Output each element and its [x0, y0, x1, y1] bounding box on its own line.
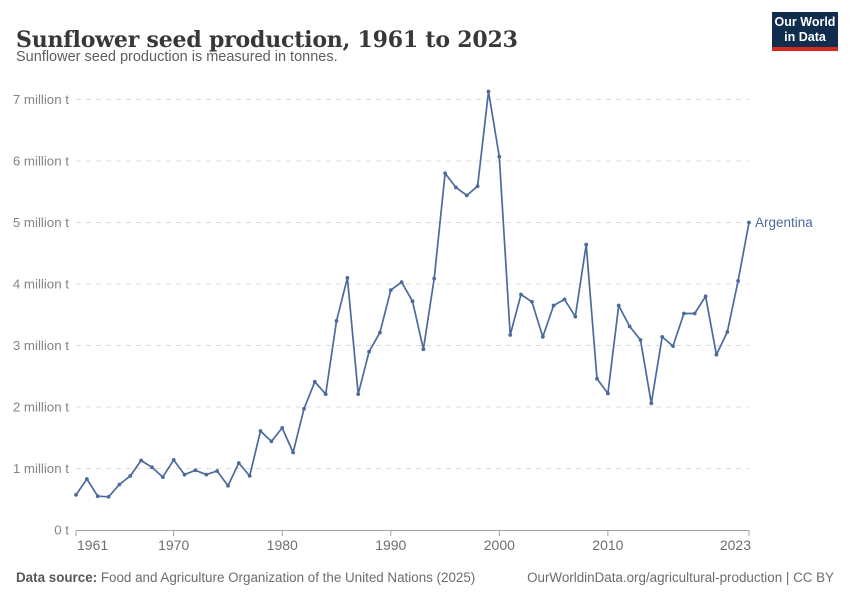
data-point[interactable] [627, 324, 632, 329]
data-point[interactable] [334, 319, 339, 323]
y-tick-label: 4 million t [13, 277, 69, 292]
data-point[interactable] [182, 472, 187, 477]
x-tick-label: 1990 [375, 537, 406, 553]
data-source-note: Data source: Food and Agriculture Organi… [16, 570, 475, 585]
data-point[interactable] [356, 392, 361, 396]
data-source-text: Food and Agriculture Organization of the… [97, 570, 476, 585]
y-tick-label: 2 million t [13, 400, 69, 415]
owid-logo-line1: Our World [774, 15, 836, 29]
data-point[interactable] [399, 280, 404, 285]
data-point[interactable] [703, 294, 708, 299]
data-point[interactable] [606, 391, 610, 396]
data-point[interactable] [106, 494, 111, 499]
data-point[interactable] [258, 429, 263, 433]
data-point[interactable] [595, 376, 599, 381]
series-line[interactable] [75, 90, 750, 498]
data-point[interactable] [454, 185, 458, 190]
data-point[interactable] [139, 458, 144, 463]
data-point[interactable] [464, 193, 469, 198]
data-point[interactable] [85, 477, 89, 481]
data-point[interactable] [291, 450, 295, 455]
data-point[interactable] [226, 483, 230, 488]
x-tick-label: 2010 [592, 537, 623, 553]
data-point[interactable] [117, 482, 122, 487]
data-point[interactable] [302, 406, 306, 411]
data-point[interactable] [421, 347, 426, 352]
data-point[interactable] [236, 461, 241, 465]
data-point[interactable] [671, 344, 675, 348]
y-tick-label: 0 t [54, 523, 69, 538]
data-point[interactable] [388, 288, 393, 292]
data-point[interactable] [280, 426, 285, 430]
data-point[interactable] [410, 299, 415, 304]
data-point[interactable] [747, 220, 751, 225]
data-point[interactable] [323, 392, 328, 396]
credit-link[interactable]: OurWorldinData.org/agricultural-producti… [527, 570, 834, 585]
data-point[interactable] [367, 349, 371, 354]
data-point[interactable] [171, 458, 176, 462]
data-point[interactable] [345, 276, 350, 280]
x-tick-label: 1980 [267, 537, 298, 553]
data-point[interactable] [269, 439, 274, 444]
data-point[interactable] [519, 292, 523, 297]
data-source-label: Data source: [16, 570, 98, 585]
data-point[interactable] [616, 303, 621, 308]
data-point[interactable] [443, 171, 447, 176]
data-point[interactable] [247, 474, 252, 478]
owid-logo[interactable]: Our World in Data [772, 12, 838, 51]
x-tick-label: 1970 [158, 537, 189, 553]
data-point[interactable] [95, 494, 100, 499]
data-point[interactable] [649, 401, 654, 406]
data-point[interactable] [725, 330, 730, 334]
page-title: Sunflower seed production, 1961 to 2023 [16, 26, 518, 53]
data-point[interactable] [682, 311, 686, 316]
data-point[interactable] [736, 279, 740, 283]
data-point[interactable] [128, 474, 133, 478]
data-point[interactable] [204, 472, 209, 477]
data-point[interactable] [692, 311, 697, 316]
data-point[interactable] [540, 335, 545, 339]
data-point[interactable] [562, 297, 567, 302]
data-point[interactable] [215, 469, 220, 473]
x-tick-label: 1961 [77, 537, 108, 553]
data-point[interactable] [497, 154, 502, 159]
data-point[interactable] [551, 303, 556, 308]
data-point[interactable] [74, 493, 78, 497]
series-label[interactable]: Argentina [755, 215, 813, 230]
data-point[interactable] [475, 184, 480, 189]
data-point[interactable] [432, 276, 437, 281]
y-tick-label: 7 million t [13, 92, 69, 107]
data-point[interactable] [160, 475, 165, 479]
data-point[interactable] [660, 335, 665, 339]
data-point[interactable] [530, 299, 534, 304]
y-tick-label: 3 million t [13, 338, 69, 353]
data-point[interactable] [378, 330, 382, 335]
chart-subtitle: Sunflower seed production is measured in… [16, 49, 338, 65]
x-tick-label: 2023 [720, 537, 751, 553]
data-point[interactable] [584, 242, 589, 247]
y-tick-label: 5 million t [13, 215, 69, 230]
data-point[interactable] [638, 338, 643, 342]
data-point[interactable] [150, 465, 154, 470]
data-point[interactable] [486, 89, 491, 94]
data-point[interactable] [312, 379, 317, 384]
y-tick-label: 1 million t [13, 461, 69, 476]
y-tick-label: 6 million t [13, 154, 69, 169]
data-point[interactable] [573, 314, 578, 319]
x-tick-label: 2000 [484, 537, 515, 553]
data-point[interactable] [193, 468, 198, 473]
data-point[interactable] [714, 352, 719, 357]
owid-logo-line2: in Data [784, 29, 826, 44]
data-point[interactable] [508, 333, 513, 337]
